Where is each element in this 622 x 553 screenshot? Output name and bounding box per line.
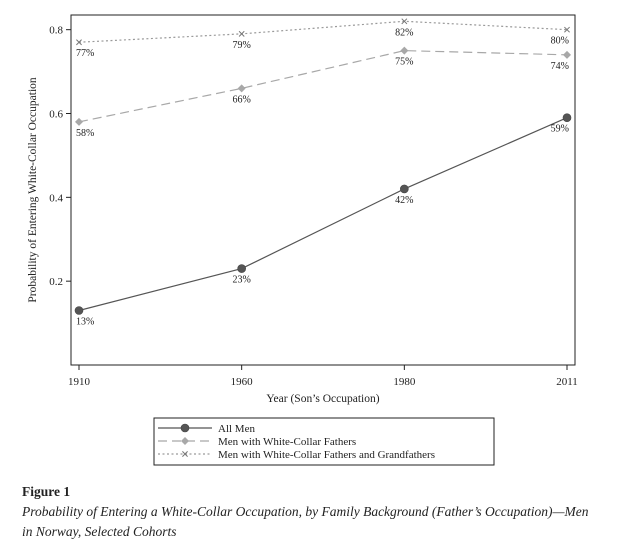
figure-title: Probability of Entering a White-Collar O… xyxy=(22,504,589,539)
figure-caption: Figure 1 Probability of Entering a White… xyxy=(22,484,602,542)
data-label: 23% xyxy=(232,275,250,286)
legend-label: Men with White-Collar Fathers and Grandf… xyxy=(218,449,435,461)
legend-marker xyxy=(181,437,189,445)
legend-marker xyxy=(180,423,190,433)
data-point xyxy=(238,30,245,37)
x-tick-label: 1980 xyxy=(393,376,416,388)
data-point xyxy=(76,39,82,46)
line-chart: 0.2 0.4 0.6 0.8 1910 1960 1980 2011 Year (Son’s … xyxy=(27,14,578,466)
data-label: 13% xyxy=(76,317,94,328)
legend-entry: All Men xyxy=(158,423,255,435)
chart-axes: 0.2 0.4 0.6 0.8 1910 1960 1980 2011 Year (Son’s … xyxy=(27,14,578,405)
figure-number: Figure 1 xyxy=(22,484,71,499)
series-line xyxy=(78,117,568,312)
legend-label: Men with White-Collar Fathers xyxy=(218,436,356,448)
chart-series: 13% 23% 42% 59% 58% 66% 75% 74% 77% 79% 82% 80% xyxy=(74,18,572,328)
legend-box xyxy=(153,417,495,466)
x-tick-label: 1960 xyxy=(231,376,254,388)
y-tick-label: 0.4 xyxy=(49,192,63,204)
data-label: 77% xyxy=(76,48,94,59)
series-1: 58% 66% 75% 74% xyxy=(75,46,571,139)
data-label: 82% xyxy=(395,27,413,38)
series-2: 77% 79% 82% 80% xyxy=(76,18,570,59)
legend-label: All Men xyxy=(218,423,255,435)
x-tick-label: 1910 xyxy=(68,376,91,388)
data-point xyxy=(562,113,572,122)
data-label: 80% xyxy=(551,36,569,47)
data-label: 59% xyxy=(551,124,569,135)
data-point xyxy=(74,306,84,315)
series-line xyxy=(78,20,568,43)
data-point xyxy=(237,84,246,93)
data-point xyxy=(400,184,409,194)
legend-marker xyxy=(182,451,188,457)
data-point xyxy=(400,46,409,55)
y-tick-label: 0.6 xyxy=(49,109,63,121)
legend-entry: Men with White-Collar Fathers and Grandf… xyxy=(158,449,435,461)
y-axis-title: Probability of Entering White-Collar Occ… xyxy=(27,77,39,303)
series-line xyxy=(78,50,568,123)
data-point xyxy=(564,26,570,33)
x-tick-label: 2011 xyxy=(556,376,578,388)
data-point xyxy=(237,264,246,273)
y-tick-label: 0.8 xyxy=(49,25,63,37)
data-label: 42% xyxy=(395,195,413,206)
data-point xyxy=(75,117,83,126)
series-0: 13% 23% 42% 59% xyxy=(74,113,572,328)
data-label: 75% xyxy=(395,57,413,68)
data-label: 79% xyxy=(232,40,250,51)
data-point xyxy=(401,18,408,25)
data-label: 58% xyxy=(76,128,94,139)
legend-entry: Men with White-Collar Fathers xyxy=(158,436,356,448)
data-label: 74% xyxy=(551,61,569,72)
data-point xyxy=(563,50,571,59)
plot-frame xyxy=(70,14,576,366)
data-label: 66% xyxy=(232,94,250,105)
x-axis-title: Year (Son’s Occupation) xyxy=(266,393,379,405)
y-tick-label: 0.2 xyxy=(49,276,63,288)
